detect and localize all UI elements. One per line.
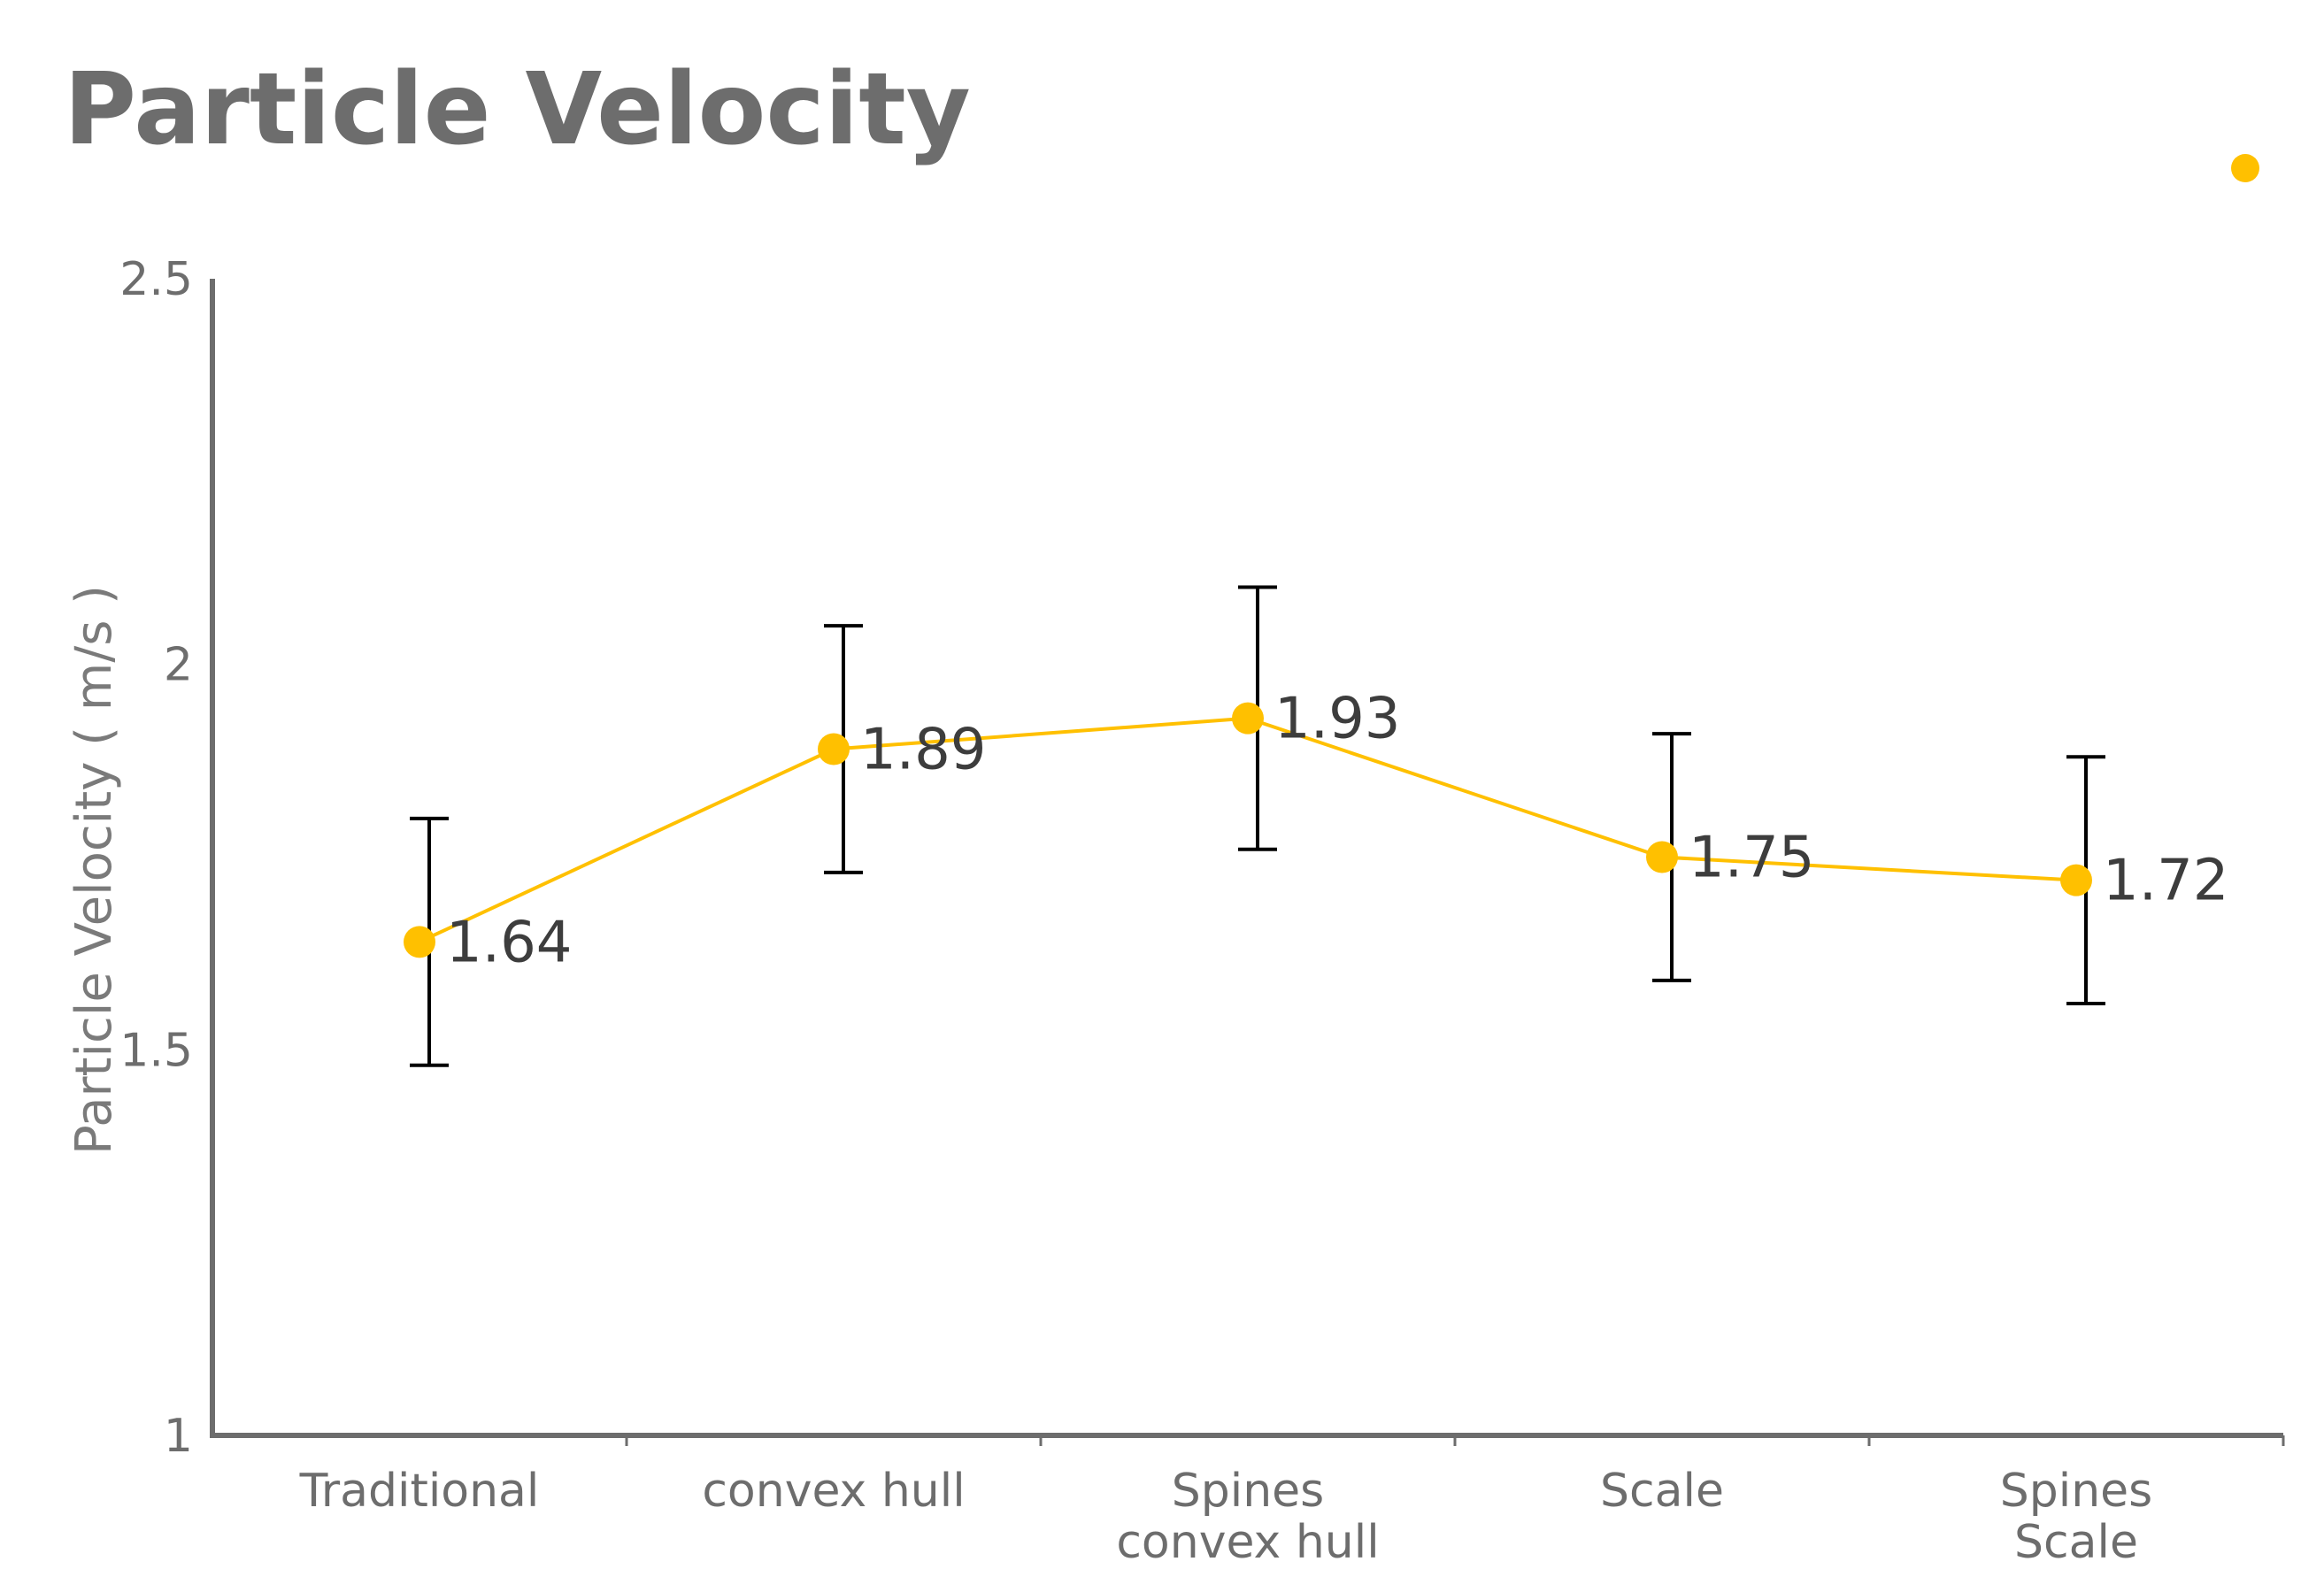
x-tick-label-line: Spines: [1172, 1465, 1325, 1518]
x-tick-label-line: Traditional: [299, 1465, 540, 1518]
data-point: [2060, 864, 2092, 896]
x-tick-label: Spines Scale: [2000, 1465, 2153, 1569]
data-points: [404, 702, 2092, 958]
x-ticks: [625, 1435, 2285, 1446]
data-point: [1646, 841, 1678, 873]
y-ticks: 1 1.5 2 2.5: [119, 253, 193, 1463]
x-tick-label-line: convex hull: [702, 1465, 965, 1518]
data-label: 1.64: [446, 910, 573, 975]
series-line: [419, 716, 2077, 944]
x-tick-label-line: Spines: [2000, 1465, 2153, 1518]
data-point: [1232, 702, 1264, 735]
x-tick-label: convex hull: [702, 1465, 965, 1518]
y-tick-label: 2.5: [119, 253, 193, 306]
x-tick-label: Scale: [1600, 1465, 1724, 1518]
y-axis-title: Particle Velocity ( m/s ): [65, 585, 123, 1155]
x-tick-label-line: convex hull: [1116, 1516, 1379, 1569]
data-labels: 1.64 1.89 1.93 1.75 1.72: [446, 687, 2229, 976]
data-point: [404, 926, 435, 958]
data-label: 1.93: [1274, 687, 1401, 752]
data-label: 1.75: [1689, 826, 1815, 891]
data-point: [818, 733, 850, 765]
chart-title: Particle Velocity: [64, 52, 971, 167]
x-tick-label: Spines convex hull: [1116, 1465, 1379, 1569]
y-tick-label: 1.5: [119, 1024, 193, 1077]
legend-marker: [2231, 154, 2259, 182]
x-tick-label-line: Scale: [1600, 1465, 1724, 1518]
x-tick-label-line: Scale: [2014, 1516, 2138, 1569]
y-tick-label: 1: [164, 1410, 193, 1463]
x-tick-labels: Traditional convex hull Spines convex hullS…: [299, 1465, 2153, 1569]
data-label: 1.89: [860, 718, 987, 783]
series-line-layer: [419, 716, 2077, 944]
x-tick-label: Traditional: [299, 1465, 540, 1518]
y-tick-label: 2: [164, 639, 193, 692]
data-label: 1.72: [2103, 849, 2229, 914]
